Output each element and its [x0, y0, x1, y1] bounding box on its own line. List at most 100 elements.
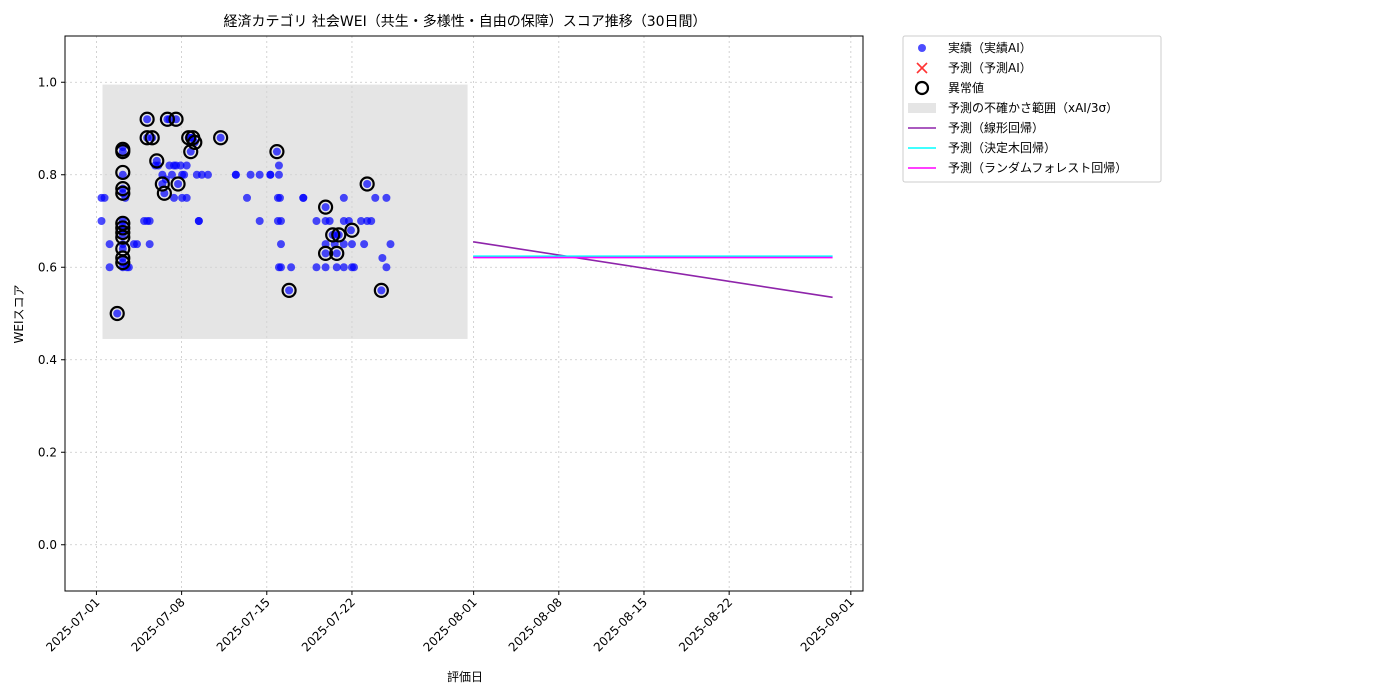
x-tick-label: 2025-08-15 [591, 595, 650, 654]
y-axis-label: WEIスコア [12, 285, 26, 344]
actual-point [382, 193, 391, 202]
legend-box [902, 35, 1162, 183]
plot-frame [64, 35, 864, 592]
anomaly-marker [213, 130, 229, 146]
forecast-lines-layer [473, 241, 833, 299]
anomaly-marker [139, 130, 155, 146]
legend-marker-actual [918, 44, 926, 52]
actual-point [203, 170, 212, 179]
actual-point [105, 263, 114, 272]
anomaly-marker [170, 176, 186, 192]
actual-point [346, 226, 355, 235]
actual-point [118, 147, 127, 156]
grid [65, 36, 863, 591]
actual-point [97, 217, 106, 225]
actual-point [339, 193, 348, 202]
actual-point [377, 286, 386, 295]
anomaly-marker [317, 199, 334, 215]
actual-point [145, 217, 154, 225]
anomaly-marker [331, 227, 347, 243]
actual-point [386, 240, 395, 249]
linear-forecast-line [473, 241, 833, 299]
actual-point [243, 193, 252, 202]
anomaly-marker [115, 250, 131, 266]
legend-label-uncertainty: 予測の不確かさ範囲（xAI/3σ） [948, 100, 1118, 115]
actual-point [118, 170, 127, 179]
uncertainty-band [102, 84, 468, 339]
actual-point [299, 193, 308, 202]
actual-point [274, 170, 283, 179]
y-tick-label: 0.0 [38, 538, 57, 552]
anomaly-marker [115, 181, 131, 197]
y-tick-label: 0.8 [38, 168, 57, 182]
anomaly-marker [115, 220, 131, 236]
actual-point [371, 193, 380, 202]
actual-point [349, 263, 358, 272]
actual-point [367, 217, 376, 225]
actual-point [274, 161, 283, 170]
legend-label-actual: 実績（実績AI） [948, 40, 1032, 55]
anomaly-marker [269, 144, 285, 160]
actual-point [332, 263, 341, 272]
legend-x-stroke [916, 62, 928, 74]
actual-point [255, 170, 264, 179]
actual-point [276, 263, 285, 272]
anomaly-marker [144, 130, 160, 146]
legend-label-forest: 予測（ランダムフォレスト回帰） [948, 160, 1127, 175]
x-tick-label: 2025-09-01 [798, 595, 857, 654]
actual-point [363, 180, 372, 188]
anomaly-marker [149, 153, 165, 169]
legend-label-anomaly: 異常値 [948, 80, 984, 95]
actual-point [266, 170, 275, 179]
anomaly-marker [187, 134, 203, 150]
actual-point [174, 180, 183, 188]
chart-title: 経済カテゴリ 社会WEI（共生・多様性・自由の保障）スコア推移（30日間） [223, 13, 706, 30]
anomaly-marker [115, 164, 131, 181]
actual-point [124, 263, 133, 272]
anomaly-marker [115, 144, 131, 160]
y-tick-label: 1.0 [38, 75, 57, 89]
actual-point [167, 170, 176, 179]
actual-point [276, 217, 285, 225]
actual-point [275, 193, 284, 202]
actual-point [216, 133, 225, 142]
legend-label-forecast_ai: 予測（予測AI） [948, 61, 1032, 75]
actual-point [321, 249, 330, 258]
actual-point [143, 115, 152, 124]
legend-label-linear: 予測（線形回帰） [948, 120, 1044, 135]
anomaly-marker [183, 144, 199, 160]
actual-point [285, 286, 294, 295]
anomaly-marker [317, 245, 334, 261]
x-axis-ticks: 2025-07-01 2025-07-08 2025-07-15 2025-07-22… [43, 591, 857, 654]
legend-marker-forecast-ai [916, 62, 928, 74]
x-tick-label: 2025-07-22 [299, 595, 358, 654]
x-tick-label: 2025-07-15 [214, 595, 273, 654]
actual-point [194, 217, 203, 225]
anomaly-marker [154, 176, 170, 192]
actual-point [276, 240, 285, 249]
x-tick-label: 2025-07-08 [129, 595, 188, 654]
actual-point [182, 161, 191, 170]
actual-point [321, 263, 330, 272]
actual-point [360, 240, 369, 249]
actual-point [176, 161, 185, 170]
anomaly-marker [344, 222, 360, 238]
actual-point [312, 217, 321, 225]
anomaly-marker [159, 111, 176, 127]
anomaly-marker [115, 185, 131, 201]
x-tick-label: 2025-08-08 [506, 595, 565, 654]
actual-point [272, 147, 281, 156]
actual-point [325, 217, 334, 225]
anomaly-marker [373, 282, 389, 298]
actual-point [382, 263, 391, 272]
actual-point [347, 240, 356, 249]
actual-point [255, 217, 264, 225]
actual-point [357, 217, 366, 225]
legend-label-tree: 予測（決定木回帰） [948, 140, 1056, 155]
anomaly-marker [359, 176, 375, 192]
x-axis-label: 評価日 [447, 669, 483, 684]
actual-point [100, 193, 109, 202]
actual-point [246, 170, 255, 179]
